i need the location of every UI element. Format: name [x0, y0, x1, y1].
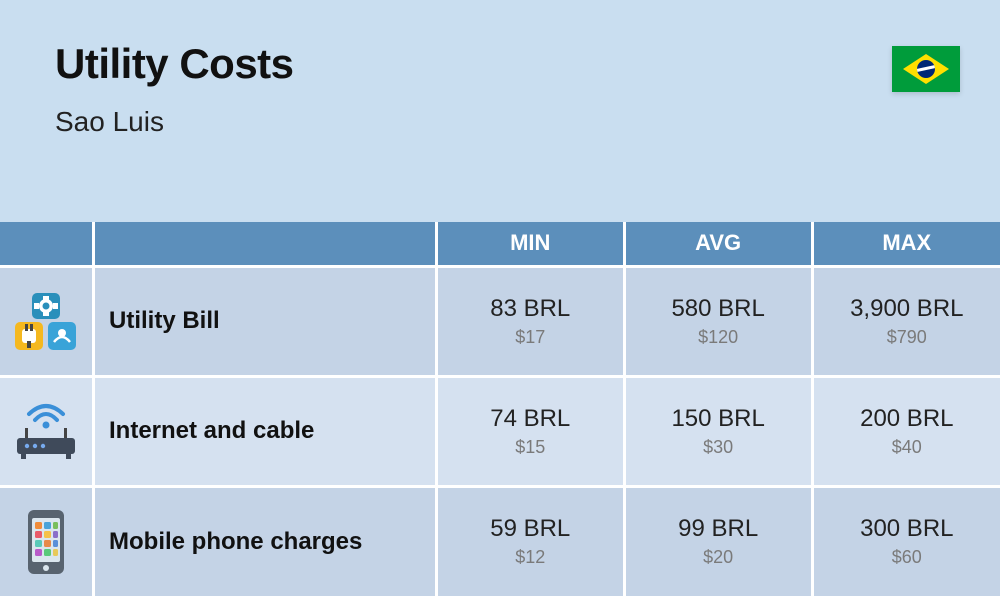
- table-row: Utility Bill 83 BRL $17 580 BRL $120 3,9…: [0, 266, 1000, 376]
- value-main: 59 BRL: [438, 515, 623, 543]
- row-label: Mobile phone charges: [94, 486, 437, 596]
- router-icon: [0, 400, 92, 462]
- brazil-flag-icon: [892, 46, 960, 92]
- col-header-avg: AVG: [624, 222, 812, 266]
- col-header-icon: [0, 222, 94, 266]
- value-main: 3,900 BRL: [814, 295, 1000, 323]
- value-sub: $40: [814, 437, 1000, 458]
- row-icon-cell: [0, 486, 94, 596]
- cell-avg: 580 BRL $120: [624, 266, 812, 376]
- utility-icon: [0, 289, 92, 353]
- cell-max: 3,900 BRL $790: [812, 266, 1000, 376]
- value-sub: $20: [626, 547, 811, 568]
- value-main: 200 BRL: [814, 405, 1000, 433]
- value-main: 99 BRL: [626, 515, 811, 543]
- value-sub: $17: [438, 327, 623, 348]
- value-main: 74 BRL: [438, 405, 623, 433]
- row-icon-cell: [0, 266, 94, 376]
- value-sub: $60: [814, 547, 1000, 568]
- cell-max: 300 BRL $60: [812, 486, 1000, 596]
- value-sub: $790: [814, 327, 1000, 348]
- value-sub: $15: [438, 437, 623, 458]
- cell-min: 83 BRL $17: [436, 266, 624, 376]
- header: Utility Costs Sao Luis: [0, 0, 1000, 222]
- table-header-row: MIN AVG MAX: [0, 222, 1000, 266]
- value-sub: $12: [438, 547, 623, 568]
- phone-icon: [0, 506, 92, 578]
- value-main: 300 BRL: [814, 515, 1000, 543]
- cell-avg: 99 BRL $20: [624, 486, 812, 596]
- cell-max: 200 BRL $40: [812, 376, 1000, 486]
- utility-costs-table: MIN AVG MAX: [0, 222, 1000, 596]
- row-label: Utility Bill: [94, 266, 437, 376]
- value-main: 150 BRL: [626, 405, 811, 433]
- value-sub: $30: [626, 437, 811, 458]
- value-sub: $120: [626, 327, 811, 348]
- cell-avg: 150 BRL $30: [624, 376, 812, 486]
- col-header-min: MIN: [436, 222, 624, 266]
- value-main: 580 BRL: [626, 295, 811, 323]
- row-icon-cell: [0, 376, 94, 486]
- cell-min: 74 BRL $15: [436, 376, 624, 486]
- value-main: 83 BRL: [438, 295, 623, 323]
- row-label: Internet and cable: [94, 376, 437, 486]
- page-title: Utility Costs: [55, 40, 945, 88]
- cell-min: 59 BRL $12: [436, 486, 624, 596]
- col-header-max: MAX: [812, 222, 1000, 266]
- table-row: Mobile phone charges 59 BRL $12 99 BRL $…: [0, 486, 1000, 596]
- col-header-label: [94, 222, 437, 266]
- table-row: Internet and cable 74 BRL $15 150 BRL $3…: [0, 376, 1000, 486]
- page-subtitle: Sao Luis: [55, 106, 945, 138]
